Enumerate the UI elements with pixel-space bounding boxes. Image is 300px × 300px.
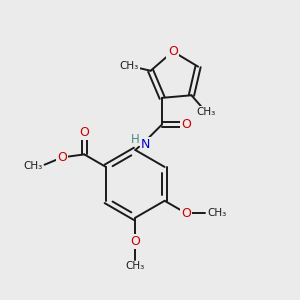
Text: O: O	[130, 236, 140, 248]
Text: CH₃: CH₃	[23, 161, 42, 171]
Text: N: N	[141, 138, 150, 151]
Text: O: O	[181, 207, 191, 220]
Text: H: H	[131, 133, 140, 146]
Text: O: O	[181, 118, 191, 131]
Text: CH₃: CH₃	[119, 61, 139, 71]
Text: O: O	[79, 126, 89, 139]
Text: O: O	[168, 45, 178, 58]
Text: CH₃: CH₃	[126, 261, 145, 271]
Text: CH₃: CH₃	[207, 208, 226, 218]
Text: CH₃: CH₃	[196, 107, 216, 117]
Text: O: O	[57, 151, 67, 164]
